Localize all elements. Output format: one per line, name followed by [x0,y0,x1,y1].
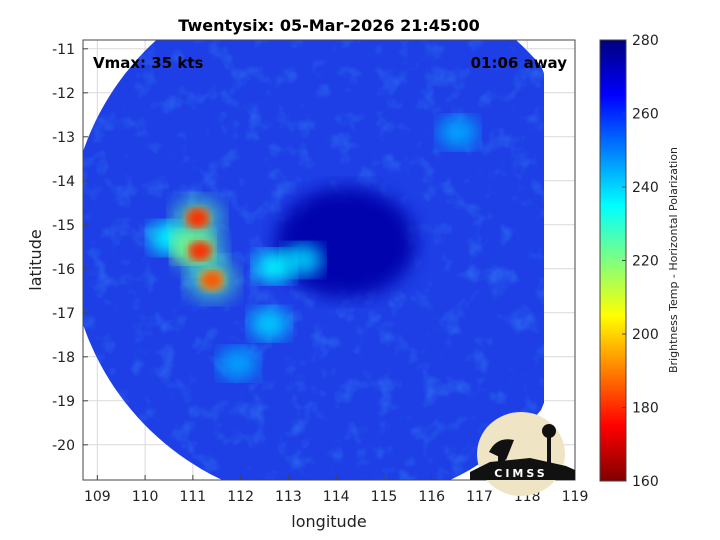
x-tick-label: 112 [227,489,254,505]
chart-title: Twentysix: 05-Mar-2026 21:45:00 [178,16,479,35]
colorbar-tick-label: 200 [632,327,659,343]
logo-dish-antenna [489,439,514,460]
logo-hill [470,458,575,480]
tb-features [148,116,478,380]
tb-feature-cold-core-peak [190,242,211,261]
axis-ticks: 109 110 111 112 113 114 115 116 117 118 119-11-12-… [52,42,588,505]
colorbar-tick-label: 220 [632,254,659,270]
x-tick-label: 119 [562,489,589,505]
colorbar-tick-label: 180 [632,401,659,417]
tb-feature-warm-center [275,187,416,298]
tb-feature-convection [218,347,259,380]
tb-feature-convection [254,250,295,283]
y-tick-label: -18 [52,350,75,366]
tb-feature-cold-core-peak [201,270,222,289]
vmax-annotation: Vmax: 35 kts [93,54,203,72]
colorbar-tick-label: 160 [632,474,659,490]
plot-frame [82,39,576,481]
microwave-swath [83,40,544,480]
logo-water-tower-leg [547,436,551,464]
x-tick-label: 114 [323,489,350,505]
x-tick-label: 113 [275,489,302,505]
time-offset-annotation: 01:06 away [471,54,568,72]
x-tick-label: 110 [132,489,159,505]
logo-water-tower-tank [542,424,556,438]
y-tick-label: -13 [52,130,75,146]
x-tick-label: 111 [179,489,206,505]
y-tick-label: -15 [52,218,75,234]
x-axis-label: longitude [291,512,366,531]
y-tick-label: -14 [52,174,75,190]
y-tick-label: -11 [52,42,75,58]
y-tick-label: -19 [52,394,75,410]
logo-text: CIMSS [494,467,547,480]
cimss-logo: CIMSS [470,412,575,496]
y-tick-label: -16 [52,262,75,278]
colorbar [599,39,627,482]
colorbar-ticks: 160 180 200 220 240 260 280 [622,33,659,490]
x-tick-label: 109 [84,489,111,505]
x-tick-label: 116 [418,489,445,505]
tb-feature-convection [249,307,290,340]
y-tick-label: -20 [52,438,75,454]
y-tick-label: -12 [52,86,75,102]
colorbar-label: Brightness Temp - Horizontal Polarizatio… [667,147,680,373]
colorbar-tick-label: 260 [632,107,659,123]
y-tick-label: -17 [52,306,75,322]
colorbar-tick-label: 280 [632,33,659,49]
x-tick-label: 115 [371,489,398,505]
x-tick-label: 117 [466,489,493,505]
colorbar-tick-label: 240 [632,180,659,196]
tb-feature-cold-core-peak [187,209,208,228]
tb-feature-convection [437,116,478,149]
y-axis-label: latitude [26,229,45,290]
